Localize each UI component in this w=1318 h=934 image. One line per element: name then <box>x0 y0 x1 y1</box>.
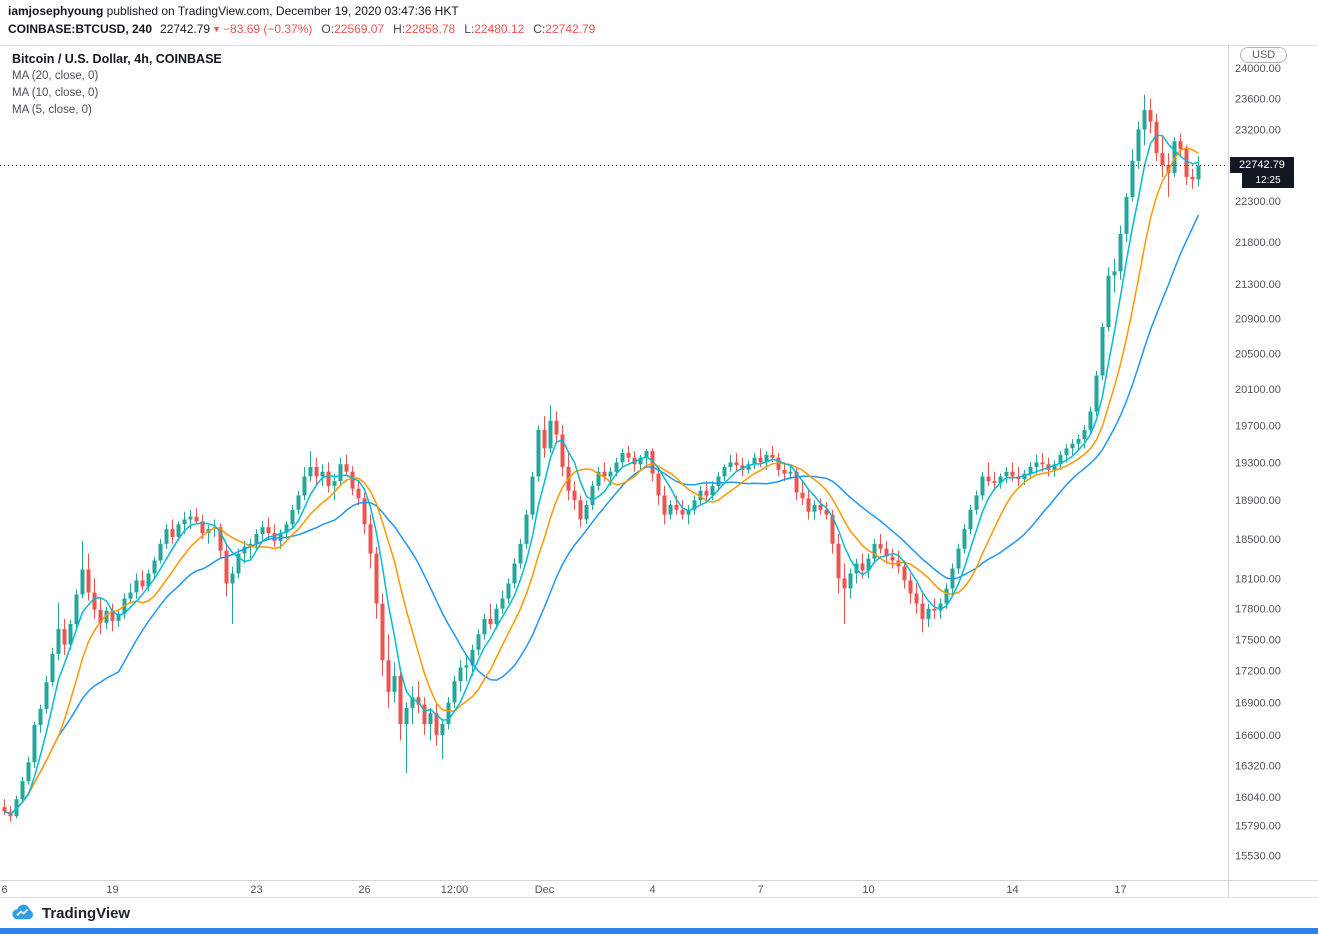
svg-text:18100.00: 18100.00 <box>1235 573 1281 585</box>
legend-ma20[interactable]: MA (20, close, 0) <box>12 70 99 82</box>
svg-text:Dec: Dec <box>535 884 555 896</box>
footer: TradingView <box>0 898 1318 928</box>
svg-text:16900.00: 16900.00 <box>1235 698 1281 710</box>
svg-text:12:00: 12:00 <box>441 884 469 896</box>
svg-text:20500.00: 20500.00 <box>1235 348 1281 360</box>
legend-ma10[interactable]: MA (10, close, 0) <box>12 87 99 99</box>
legend-ma5[interactable]: MA (5, close, 0) <box>12 104 92 116</box>
svg-text:17500.00: 17500.00 <box>1235 634 1281 646</box>
svg-text:18900.00: 18900.00 <box>1235 495 1281 507</box>
svg-text:23: 23 <box>250 884 262 896</box>
currency-toggle-button[interactable]: USD <box>1240 47 1288 63</box>
header: iamjosephyoung published on TradingView.… <box>0 0 1318 45</box>
svg-text:19300.00: 19300.00 <box>1235 457 1281 469</box>
svg-text:19: 19 <box>106 884 118 896</box>
svg-text:19700.00: 19700.00 <box>1235 420 1281 432</box>
svg-text:23200.00: 23200.00 <box>1235 125 1281 137</box>
ma5-line <box>4 134 1199 815</box>
svg-text:21300.00: 21300.00 <box>1235 279 1281 291</box>
open-label: O: <box>321 22 335 36</box>
ma20-line <box>4 214 1200 815</box>
bar-countdown-tag: 12:25 <box>1242 173 1294 188</box>
svg-text:15790.00: 15790.00 <box>1235 820 1281 832</box>
svg-text:26: 26 <box>358 884 370 896</box>
last-price-tag: 22742.79 <box>1230 157 1294 173</box>
chart-legend: Bitcoin / U.S. Dollar, 4h, COINBASE MA (… <box>12 51 222 119</box>
tradingview-cloud-logo-icon[interactable] <box>10 904 36 922</box>
high-label: H: <box>393 22 406 36</box>
svg-text:17200.00: 17200.00 <box>1235 666 1281 678</box>
svg-text:20100.00: 20100.00 <box>1235 384 1281 396</box>
symbol-row: COINBASE:BTCUSD, 240 22742.79 ▼ −83.69 (−0.… <box>8 22 595 36</box>
time-axis[interactable]: 6 19 23 26 12:00 Dec 4 7 10 14 17 <box>1 884 1126 896</box>
byline: iamjosephyoung published on TradingView.… <box>8 4 459 18</box>
svg-text:22300.00: 22300.00 <box>1235 196 1281 208</box>
brand-name[interactable]: TradingView <box>42 904 131 922</box>
close-value: 22742.79 <box>545 22 596 36</box>
author-name[interactable]: iamjosephyoung <box>8 4 104 18</box>
low-label: L: <box>464 22 475 36</box>
svg-text:15530.00: 15530.00 <box>1235 850 1281 862</box>
svg-text:18500.00: 18500.00 <box>1235 534 1281 546</box>
svg-text:23600.00: 23600.00 <box>1235 94 1281 106</box>
last-price: 22742.79 <box>160 22 211 36</box>
legend-symbol-title[interactable]: Bitcoin / U.S. Dollar, 4h, COINBASE <box>12 52 222 66</box>
svg-text:16600.00: 16600.00 <box>1235 730 1281 742</box>
svg-text:14: 14 <box>1006 884 1018 896</box>
svg-text:10: 10 <box>862 884 874 896</box>
ma10-line <box>4 147 1199 815</box>
svg-text:17800.00: 17800.00 <box>1235 604 1281 616</box>
svg-text:20900.00: 20900.00 <box>1235 313 1281 325</box>
price-axis[interactable]: 24000.00 23600.00 23200.00 22300.00 21800.00… <box>1235 63 1281 862</box>
candles[interactable] <box>2 94 1201 822</box>
svg-text:24000.00: 24000.00 <box>1235 63 1281 75</box>
low-value: 22480.12 <box>474 22 525 36</box>
svg-text:16320.00: 16320.00 <box>1235 761 1281 773</box>
svg-text:17: 17 <box>1114 884 1126 896</box>
svg-text:16040.00: 16040.00 <box>1235 792 1281 804</box>
change-value: −83.69 (−0.37%) <box>223 22 313 36</box>
close-label: C: <box>533 22 546 36</box>
high-value: 22858.78 <box>405 22 456 36</box>
svg-text:21800.00: 21800.00 <box>1235 237 1281 249</box>
svg-text:7: 7 <box>757 884 763 896</box>
byline-text: published on TradingView.com, December 1… <box>103 4 459 18</box>
symbol-name[interactable]: COINBASE:BTCUSD, 240 <box>8 22 153 36</box>
open-value: 22569.07 <box>334 22 385 36</box>
bottom-accent-bar <box>0 928 1318 934</box>
svg-text:4: 4 <box>649 884 655 896</box>
svg-text:6: 6 <box>1 884 7 896</box>
arrow-down-icon: ▼ <box>212 24 222 34</box>
